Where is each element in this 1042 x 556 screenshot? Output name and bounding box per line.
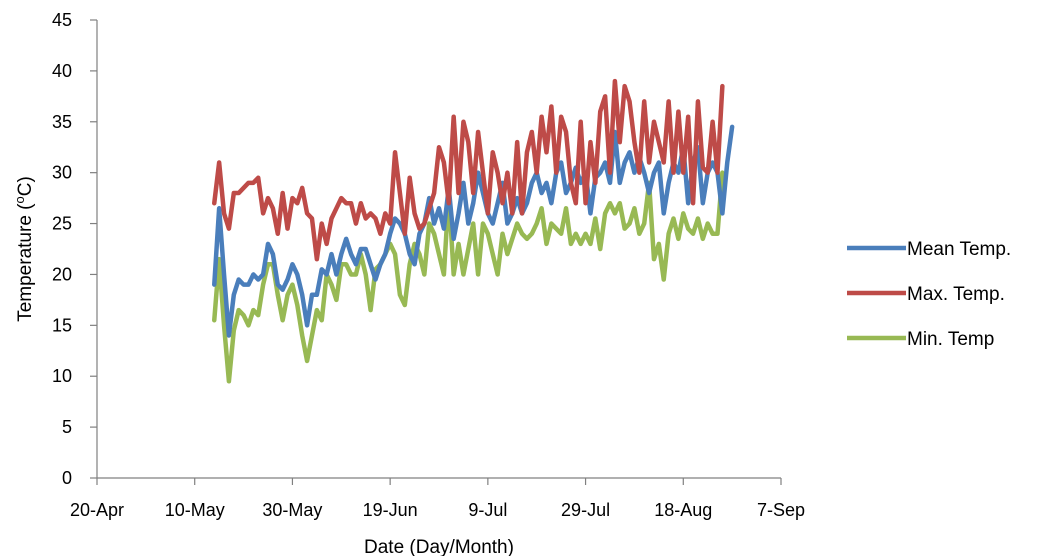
x-tick-label: 10-May — [165, 500, 225, 520]
series-line-1 — [212, 78, 725, 262]
legend-label: Min. Temp — [907, 329, 994, 350]
legend-label: Max. Temp. — [907, 284, 1005, 305]
y-tick-label: 30 — [52, 163, 72, 183]
legend: Mean Temp. Max. Temp. Min. Temp — [847, 239, 1011, 350]
x-tick-label: 7-Sep — [757, 500, 805, 520]
y-tick-label: 35 — [52, 112, 72, 132]
y-tick-label: 15 — [52, 315, 72, 335]
y-tick-label: 20 — [52, 264, 72, 284]
x-tick-label: 19-Jun — [363, 500, 418, 520]
y-tick-label: 40 — [52, 61, 72, 81]
series-lines — [212, 78, 735, 384]
legend-label: Mean Temp. — [907, 239, 1011, 260]
series-line-2 — [212, 170, 725, 384]
x-tick-label: 18-Aug — [654, 500, 712, 520]
x-tick-label: 9-Jul — [468, 500, 507, 520]
y-axis-title: Temperature (oC) — [12, 176, 36, 322]
y-axis-ticks: 0 5 10 15 20 25 30 35 40 45 — [52, 10, 97, 488]
x-axis-title: Date (Day/Month) — [364, 537, 514, 556]
y-tick-label: 45 — [52, 10, 72, 30]
x-axis-ticks: 20-Apr 10-May 30-May 19-Jun 9-Jul 29-Jul 18-Au… — [70, 478, 805, 520]
x-tick-label: 30-May — [262, 500, 322, 520]
x-tick-label: 29-Jul — [561, 500, 610, 520]
x-tick-label: 20-Apr — [70, 500, 124, 520]
y-tick-label: 25 — [52, 214, 72, 234]
y-tick-label: 5 — [62, 417, 72, 437]
y-tick-label: 0 — [62, 468, 72, 488]
y-tick-label: 10 — [52, 366, 72, 386]
series-line-0 — [212, 124, 735, 338]
